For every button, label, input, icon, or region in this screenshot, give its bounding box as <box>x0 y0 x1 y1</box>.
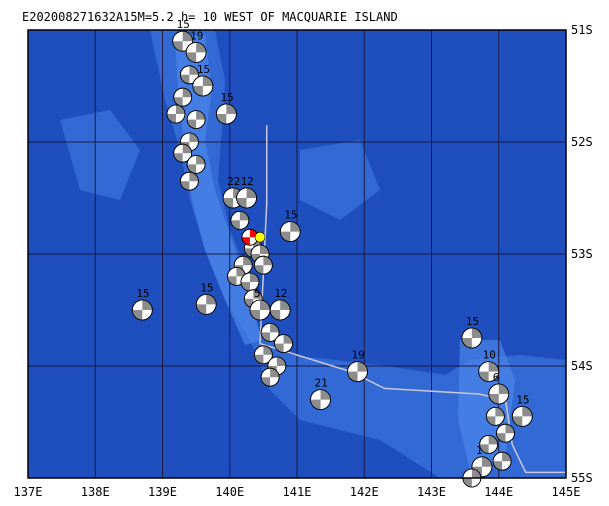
focal-mechanism[interactable] <box>236 187 257 209</box>
focal-mechanism[interactable] <box>253 345 273 365</box>
focal-mechanism[interactable] <box>511 405 533 427</box>
focal-mechanism[interactable] <box>347 361 368 383</box>
focal-mechanism[interactable] <box>274 334 293 354</box>
focal-mechanism[interactable] <box>179 171 199 191</box>
focal-mechanism[interactable] <box>253 255 273 275</box>
lon-tick-label: 137E <box>14 485 43 499</box>
lon-tick-label: 144E <box>484 485 513 499</box>
focal-mechanism-label: 19 <box>190 29 203 42</box>
lat-tick-label: 51S <box>571 23 593 37</box>
bathymetry-shelf <box>300 140 380 220</box>
focal-mechanism-label: 12 <box>241 175 254 188</box>
focal-mechanism[interactable] <box>192 75 214 97</box>
lon-tick-label: 140E <box>215 485 244 499</box>
focal-mechanism[interactable] <box>195 293 217 315</box>
lon-tick-label: 142E <box>350 485 379 499</box>
focal-mechanism-label: 15 <box>197 63 210 76</box>
focal-mechanism-label: 1 <box>476 444 483 457</box>
focal-mechanism[interactable] <box>173 87 193 107</box>
focal-mechanism[interactable] <box>215 103 237 125</box>
focal-mechanism[interactable] <box>310 389 331 411</box>
focal-mechanism[interactable] <box>166 104 186 124</box>
map-frame <box>27 29 567 479</box>
lon-tick-label: 139E <box>148 485 177 499</box>
focal-mechanism[interactable] <box>186 154 206 174</box>
lon-tick-label: 143E <box>417 485 446 499</box>
focal-mechanism-label: 15 <box>136 287 149 300</box>
focal-mechanism[interactable] <box>269 299 291 321</box>
lon-tick-label: 145E <box>552 485 581 499</box>
focal-mechanism[interactable] <box>230 210 250 230</box>
focal-mechanism-label: 19 <box>352 349 365 362</box>
focal-mechanism-label: 15 <box>516 393 529 406</box>
focal-mechanism[interactable] <box>461 327 483 349</box>
focal-mechanism-label: 10 <box>483 349 496 362</box>
lat-tick-label: 52S <box>571 135 593 149</box>
lat-tick-label: 55S <box>571 471 593 485</box>
focal-mechanism[interactable] <box>249 299 271 321</box>
focal-mechanism[interactable] <box>496 423 515 443</box>
focal-mechanism[interactable] <box>485 406 505 426</box>
focal-mechanism[interactable] <box>260 322 280 342</box>
focal-mechanism-label: 5 <box>254 287 261 300</box>
focal-mechanism[interactable] <box>240 272 260 292</box>
focal-mechanism[interactable] <box>479 434 499 454</box>
focal-mechanism-label: 15 <box>284 209 297 222</box>
lat-tick-label: 54S <box>571 359 593 373</box>
focal-mechanism-label: 15 <box>200 281 213 294</box>
focal-mechanism[interactable] <box>279 221 301 243</box>
epicenter-marker <box>254 231 266 243</box>
focal-mechanism-label: 12 <box>274 287 287 300</box>
focal-mechanism[interactable] <box>488 383 510 405</box>
focal-mechanism[interactable] <box>173 143 193 163</box>
lon-tick-label: 138E <box>81 485 110 499</box>
lon-tick-label: 141E <box>283 485 312 499</box>
focal-mechanism[interactable] <box>492 451 512 471</box>
focal-mechanism[interactable] <box>179 65 199 85</box>
focal-mechanism[interactable] <box>185 42 207 63</box>
focal-mechanism-label: 22 <box>227 175 240 188</box>
map-title: E202008271632A15M=5.2 h= 10 WEST OF MACQ… <box>22 10 398 24</box>
focal-mechanism-label: 15 <box>177 18 190 31</box>
lat-tick-label: 53S <box>571 247 593 261</box>
focal-mechanism[interactable] <box>172 30 194 52</box>
focal-mechanism[interactable] <box>186 110 206 129</box>
focal-mechanism[interactable] <box>478 361 500 383</box>
bathymetry-shelf <box>60 110 140 200</box>
focal-mechanism-label: 6 <box>493 371 500 384</box>
focal-mechanism-label: 21 <box>315 377 328 390</box>
focal-mechanism-label: 15 <box>466 315 479 328</box>
focal-mechanism[interactable] <box>131 299 153 321</box>
focal-mechanism[interactable] <box>260 367 280 387</box>
focal-mechanism-label: 15 <box>220 91 233 104</box>
